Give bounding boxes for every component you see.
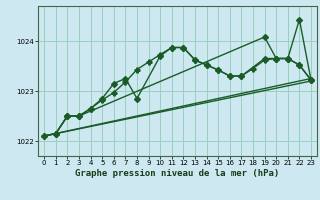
- X-axis label: Graphe pression niveau de la mer (hPa): Graphe pression niveau de la mer (hPa): [76, 169, 280, 178]
